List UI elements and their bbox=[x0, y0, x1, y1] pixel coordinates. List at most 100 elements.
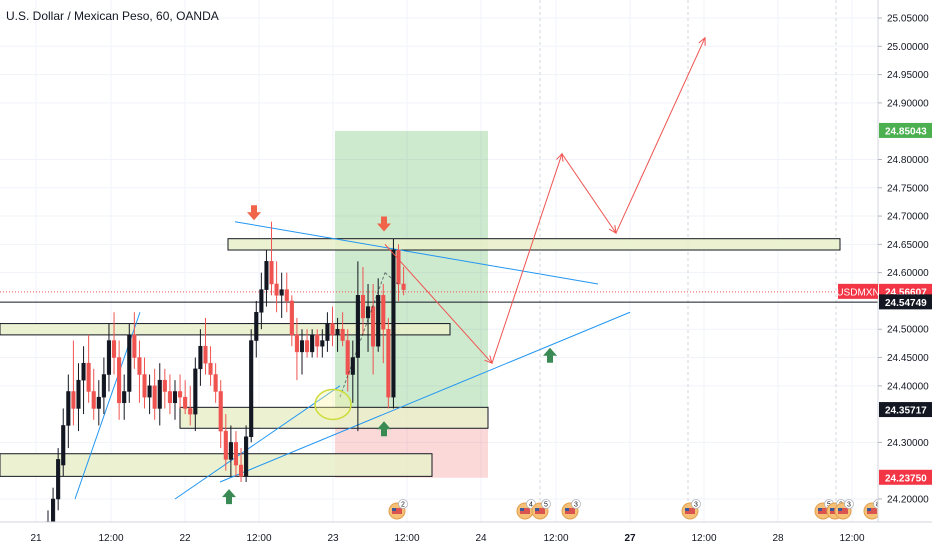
price-label: 24.56607 bbox=[885, 287, 927, 298]
candle bbox=[162, 368, 167, 409]
candle bbox=[233, 431, 239, 477]
arrow-down-icon bbox=[247, 205, 261, 221]
candle-body bbox=[167, 391, 172, 404]
candle-body bbox=[345, 340, 350, 375]
flag-canton bbox=[565, 508, 569, 511]
x-tick-label: 22 bbox=[179, 533, 191, 544]
candle-body bbox=[162, 379, 167, 392]
flag-stripe bbox=[565, 508, 575, 514]
candle-body bbox=[198, 345, 203, 370]
candle-body bbox=[152, 385, 157, 409]
candle bbox=[238, 448, 244, 483]
candle-body bbox=[264, 261, 269, 290]
candle-body bbox=[147, 385, 152, 398]
event-flag-icon[interactable]: 2 bbox=[388, 499, 408, 520]
candle-body bbox=[188, 408, 193, 415]
event-count-badge bbox=[571, 499, 581, 509]
candle bbox=[310, 329, 315, 358]
candle-body bbox=[320, 340, 325, 347]
candle-body bbox=[137, 357, 142, 375]
y-tick-label: 24.95000 bbox=[887, 70, 929, 81]
candle bbox=[294, 317, 299, 381]
x-tick-label: 12:00 bbox=[98, 533, 123, 544]
event-count: 5 bbox=[544, 502, 548, 509]
candle-body bbox=[254, 312, 259, 341]
price-label: 24.23750 bbox=[885, 473, 927, 484]
candle bbox=[223, 414, 228, 471]
projection-arrowhead bbox=[484, 355, 493, 365]
connector-line bbox=[384, 272, 399, 285]
candle bbox=[350, 340, 355, 403]
event-flag-icon[interactable]: 3 bbox=[834, 499, 854, 520]
arrow-up-icon bbox=[222, 489, 236, 505]
candle bbox=[172, 380, 178, 420]
price-label: 24.54749 bbox=[885, 298, 927, 309]
candle bbox=[396, 244, 401, 301]
candle-body bbox=[106, 340, 112, 375]
event-count: 4 bbox=[529, 502, 533, 509]
target-zone bbox=[335, 130, 488, 409]
candle-body bbox=[249, 340, 254, 438]
flag-stripe bbox=[867, 508, 877, 514]
candle-body bbox=[274, 283, 279, 296]
candle bbox=[81, 346, 86, 415]
candle-body bbox=[127, 334, 132, 392]
candle-body bbox=[218, 391, 223, 432]
candle bbox=[335, 317, 340, 352]
candle-body bbox=[381, 295, 386, 330]
candle-body bbox=[86, 362, 91, 392]
event-flag-icon[interactable]: 3 bbox=[681, 499, 701, 520]
candle bbox=[279, 272, 284, 318]
candle-body bbox=[96, 396, 101, 409]
x-tick-label: 12:00 bbox=[394, 533, 419, 544]
candle bbox=[259, 272, 264, 330]
y-tick-label: 24.80000 bbox=[887, 155, 929, 166]
candle-body bbox=[396, 249, 401, 285]
candle-body bbox=[376, 295, 381, 347]
candle bbox=[254, 300, 259, 358]
flag-canton bbox=[520, 508, 524, 511]
candle-body bbox=[233, 442, 239, 466]
y-tick-label: 24.40000 bbox=[887, 381, 929, 392]
candle bbox=[365, 283, 371, 352]
candle bbox=[183, 380, 188, 415]
trend-line bbox=[219, 311, 631, 483]
projection-arrowhead bbox=[608, 225, 617, 234]
candle-body bbox=[315, 334, 320, 347]
event-count: 3 bbox=[847, 502, 851, 509]
candle bbox=[66, 374, 71, 449]
candle bbox=[152, 368, 157, 420]
event-flag-icon[interactable]: 5 bbox=[531, 499, 551, 520]
event-count: 3 bbox=[574, 502, 578, 509]
x-tick-label: 12:00 bbox=[246, 533, 271, 544]
x-tick-label: 23 bbox=[327, 533, 339, 544]
candle bbox=[142, 357, 147, 409]
candle-body bbox=[228, 442, 233, 460]
candle-body bbox=[391, 249, 396, 398]
candle-body bbox=[81, 362, 86, 381]
event-count-badge bbox=[398, 499, 408, 509]
candle-body bbox=[350, 357, 355, 375]
candle-body bbox=[183, 396, 188, 409]
x-tick-label: 24 bbox=[475, 533, 487, 544]
event-count-badge bbox=[844, 499, 854, 509]
candle bbox=[360, 266, 366, 335]
y-tick-label: 25.05000 bbox=[887, 14, 929, 25]
y-tick-label: 24.60000 bbox=[887, 268, 929, 279]
candle-body bbox=[325, 323, 330, 341]
candle bbox=[96, 380, 101, 426]
candle-body bbox=[157, 379, 162, 409]
candle-body bbox=[61, 425, 66, 466]
candle-body bbox=[132, 334, 137, 358]
event-flag-icon[interactable]: 3 bbox=[561, 499, 581, 520]
flag-stripe bbox=[838, 508, 848, 514]
candle-body bbox=[203, 345, 208, 364]
candle bbox=[213, 363, 218, 403]
candle bbox=[101, 357, 106, 415]
projection-arrowhead bbox=[556, 152, 564, 162]
candle bbox=[56, 448, 61, 511]
candle bbox=[391, 238, 396, 409]
candle bbox=[284, 272, 289, 313]
